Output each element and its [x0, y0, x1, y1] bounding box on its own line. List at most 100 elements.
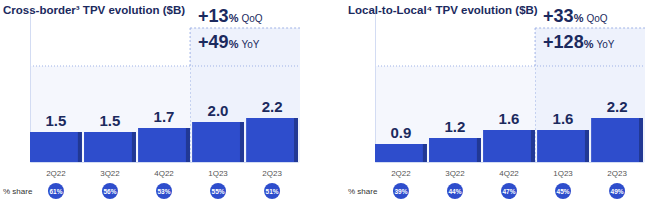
data-label: 2.0 [208, 102, 229, 119]
x-tick: 1Q23 [553, 162, 573, 178]
bar [375, 144, 427, 162]
share-value: 56% [103, 188, 116, 195]
chart-panel: 1.5 1.5 1.7 2.0 2.2 2Q22 3Q22 4Q22 1Q23 2Q23 % sha… [3, 4, 300, 199]
share-badge [393, 183, 409, 199]
highlight-top [190, 28, 300, 29]
x-tick: 2Q22 [46, 162, 66, 178]
data-label: 1.6 [499, 110, 520, 127]
data-label: 1.2 [445, 118, 466, 135]
share-badge [102, 183, 118, 199]
annotation-number: +128 [543, 32, 584, 52]
bar-edge [186, 128, 190, 162]
bar [192, 122, 244, 162]
share-label: % share [3, 187, 33, 196]
x-tick-label: 2Q22 [391, 169, 411, 178]
annotation: +128%YoY [543, 32, 615, 52]
annotation-unit: % [574, 12, 584, 24]
chart-panel: 0.9 1.2 1.6 1.6 2.2 2Q22 3Q22 4Q22 1Q23 2Q23 % sha… [348, 4, 645, 199]
share-value: 39% [394, 188, 407, 195]
bar-edge [531, 130, 535, 162]
bar-edge [240, 122, 244, 162]
x-tick: 3Q22 [100, 162, 120, 178]
plot-background [375, 66, 535, 162]
annotation: +33%QoQ [543, 6, 608, 26]
data-label: 1.7 [154, 108, 175, 125]
share-badge [156, 183, 172, 199]
share-value: 61% [49, 188, 62, 195]
x-tick-label: 4Q22 [154, 169, 174, 178]
bar-edge [639, 118, 643, 162]
x-tick: 3Q22 [445, 162, 465, 178]
data-label: 2.2 [607, 98, 628, 115]
share-value: 49% [611, 188, 624, 195]
annotation-unit: % [229, 38, 239, 50]
share-value: 55% [212, 188, 225, 195]
share-value: 53% [157, 188, 170, 195]
data-label: 2.2 [262, 98, 283, 115]
bar-edge [294, 118, 298, 162]
x-tick-label: 3Q22 [445, 169, 465, 178]
highlight-box [535, 28, 645, 162]
bar [429, 138, 481, 162]
bar [138, 128, 190, 162]
x-tick-label: 4Q22 [499, 169, 519, 178]
title: Local-to-Local⁴ TPV evolution ($B) [348, 4, 538, 16]
annotation-number: +49 [198, 32, 229, 52]
reference-line [375, 66, 645, 67]
x-tick: 1Q23 [208, 162, 228, 178]
share-value: 44% [448, 188, 461, 195]
data-label: 0.9 [391, 124, 412, 141]
annotation: +13%QoQ [198, 6, 263, 26]
bar-edge [78, 132, 82, 162]
annotation-period: YoY [241, 39, 259, 50]
share-value: 47% [502, 188, 515, 195]
y-axis [375, 11, 376, 163]
data-label: 1.6 [553, 110, 574, 127]
bar-edge [585, 130, 589, 162]
x-axis: 2Q22 3Q22 4Q22 1Q23 2Q23 [376, 162, 644, 178]
x-tick-label: 3Q22 [100, 169, 120, 178]
x-tick: 4Q22 [154, 162, 174, 178]
bar-edge [132, 132, 136, 162]
annotation-unit: % [229, 12, 239, 24]
x-tick-label: 2Q23 [262, 169, 282, 178]
annotation-period: QoQ [586, 13, 607, 24]
data-label: 1.5 [46, 112, 67, 129]
bar [84, 132, 136, 162]
annotation-period: YoY [596, 39, 614, 50]
x-tick-label: 1Q23 [208, 169, 228, 178]
highlight-top [535, 28, 645, 29]
x-axis-line [31, 162, 299, 163]
highlight-box [190, 28, 300, 162]
x-tick: 2Q22 [391, 162, 411, 178]
bar [591, 118, 643, 162]
x-tick: 2Q23 [262, 162, 282, 178]
share-badge [555, 183, 571, 199]
x-tick-label: 2Q22 [46, 169, 66, 178]
plot-background [30, 66, 190, 162]
bar [246, 118, 298, 162]
share-badge [264, 183, 280, 199]
annotation: +49%YoY [198, 32, 260, 52]
share-value: 45% [557, 188, 570, 195]
x-tick-label: 2Q23 [607, 169, 627, 178]
x-axis: 2Q22 3Q22 4Q22 1Q23 2Q23 [31, 162, 299, 178]
share-badge [501, 183, 517, 199]
y-axis-line [375, 11, 376, 163]
data-label: 1.5 [100, 112, 121, 129]
title: Cross-border³ TPV evolution ($B) [3, 4, 185, 16]
canvas: 1.5 1.5 1.7 2.0 2.2 2Q22 3Q22 4Q22 1Q23 2Q23 % sha… [0, 0, 645, 217]
bar-edge [423, 144, 427, 162]
share-value: 51% [266, 188, 279, 195]
reference-line [30, 66, 300, 67]
share-badge [210, 183, 226, 199]
x-tick: 2Q23 [607, 162, 627, 178]
x-tick: 4Q22 [499, 162, 519, 178]
annotation-unit: % [584, 38, 594, 50]
bar [30, 132, 82, 162]
annotation-number: +13 [198, 6, 229, 26]
annotation-number: +33 [543, 6, 574, 26]
share-badge [447, 183, 463, 199]
share-label: % share [348, 187, 378, 196]
share-badge [48, 183, 64, 199]
